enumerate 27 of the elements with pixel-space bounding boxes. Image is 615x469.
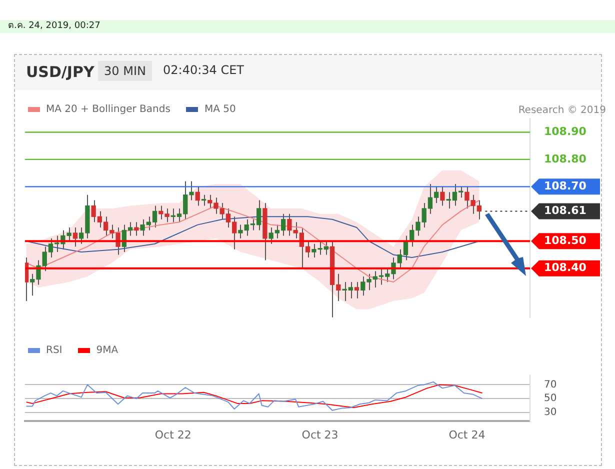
legend-label: MA 20 + Bollinger Bands bbox=[45, 104, 170, 115]
legend-label: 9MA bbox=[95, 345, 118, 356]
candlestick bbox=[25, 256, 29, 302]
x-tick-label: Oct 24 bbox=[448, 428, 486, 442]
candlestick bbox=[72, 227, 78, 248]
chart-subtitle: 30 MIN bbox=[98, 61, 152, 81]
candlestick bbox=[134, 222, 139, 236]
y-tick-label: 108.70 bbox=[544, 180, 587, 193]
text: 02:40:34 CET bbox=[163, 63, 244, 77]
y-tick-label: 108.61 bbox=[544, 204, 586, 218]
legend-label: MA 50 bbox=[203, 104, 236, 115]
candlestick bbox=[440, 186, 445, 206]
text: Research © 2019 bbox=[518, 105, 606, 116]
candlestick bbox=[354, 282, 360, 299]
text: ต.ค. 24, 2019, 00:27 bbox=[0, 20, 615, 33]
y-tick-label: 30 bbox=[544, 407, 557, 418]
chart-title: USD/JPY bbox=[26, 63, 94, 81]
x-tick-label: Oct 23 bbox=[302, 428, 338, 442]
candlestick bbox=[195, 186, 200, 206]
y-tick-label: 108.40 bbox=[544, 261, 587, 274]
legend-label: RSI bbox=[45, 345, 62, 356]
y-tick-label: 108.90 bbox=[544, 125, 587, 138]
x-tick-label: Oct 22 bbox=[154, 428, 192, 442]
y-tick-label: 50 bbox=[544, 393, 557, 404]
y-tick-label: 70 bbox=[544, 379, 557, 390]
y-tick-label: 108.80 bbox=[544, 152, 587, 166]
y-tick-label: 108.50 bbox=[544, 234, 587, 248]
